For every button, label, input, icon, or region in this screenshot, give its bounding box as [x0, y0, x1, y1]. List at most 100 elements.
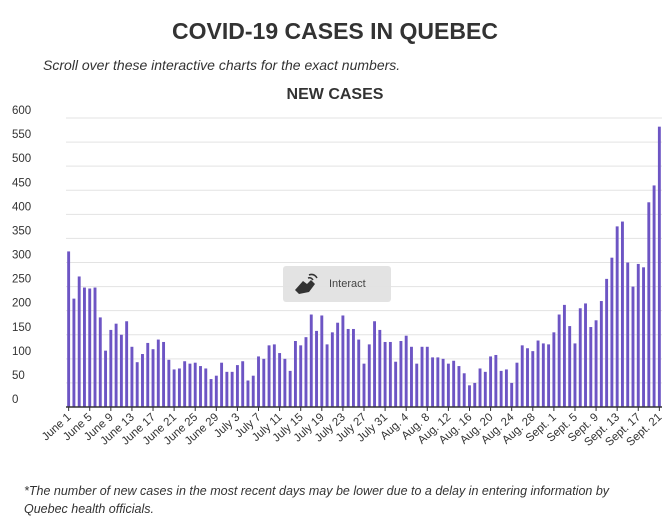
bar[interactable] — [162, 341, 166, 407]
bar[interactable] — [241, 361, 245, 407]
bar[interactable] — [378, 329, 382, 407]
bar[interactable] — [293, 341, 297, 407]
bar[interactable] — [320, 315, 324, 407]
bar[interactable] — [141, 354, 144, 407]
bar[interactable] — [626, 262, 630, 408]
bar[interactable] — [636, 263, 640, 407]
bar[interactable] — [531, 351, 535, 407]
bar[interactable] — [657, 126, 661, 408]
bar[interactable] — [188, 363, 192, 407]
bar[interactable] — [425, 346, 429, 407]
bar[interactable] — [510, 382, 514, 407]
bar[interactable] — [620, 221, 624, 407]
bar[interactable] — [446, 363, 450, 407]
bar[interactable] — [83, 287, 86, 407]
bar[interactable] — [246, 380, 250, 407]
bar[interactable] — [67, 251, 71, 407]
bar[interactable] — [415, 363, 419, 407]
bar[interactable] — [462, 373, 466, 407]
bar[interactable] — [257, 356, 260, 407]
bar[interactable] — [489, 356, 493, 407]
bar[interactable] — [436, 357, 440, 407]
bar[interactable] — [599, 301, 603, 407]
bar[interactable] — [431, 357, 435, 407]
bar[interactable] — [209, 379, 213, 407]
bar[interactable] — [204, 368, 208, 407]
bar[interactable] — [299, 345, 303, 407]
bar[interactable] — [420, 346, 424, 407]
bar[interactable] — [336, 322, 340, 407]
bar[interactable] — [631, 286, 635, 407]
bar[interactable] — [515, 362, 519, 407]
bar[interactable] — [251, 375, 255, 407]
bar[interactable] — [547, 344, 551, 407]
bar[interactable] — [367, 344, 371, 407]
bar[interactable] — [330, 332, 334, 407]
bar[interactable] — [109, 329, 113, 407]
bar[interactable] — [309, 314, 313, 407]
bar[interactable] — [225, 371, 229, 407]
bar[interactable] — [235, 365, 239, 407]
bars[interactable] — [67, 126, 661, 408]
bar[interactable] — [98, 317, 102, 407]
bar[interactable] — [183, 361, 187, 407]
bar[interactable] — [151, 349, 155, 407]
bar[interactable] — [589, 327, 593, 407]
bar[interactable] — [373, 321, 376, 407]
bar[interactable] — [104, 350, 108, 407]
bar[interactable] — [341, 315, 345, 407]
bar[interactable] — [88, 288, 92, 407]
bar[interactable] — [315, 330, 318, 407]
bar[interactable] — [72, 298, 76, 408]
bar[interactable] — [536, 340, 540, 407]
bar[interactable] — [457, 366, 461, 407]
bar[interactable] — [172, 369, 176, 407]
new-cases-chart[interactable]: 0 50 100 150 200 250 300 350 400 450 500 550 600 Jun… — [0, 105, 670, 475]
interact-button[interactable]: Interact — [283, 266, 391, 302]
bar[interactable] — [288, 370, 292, 408]
bar[interactable] — [568, 326, 572, 407]
bar[interactable] — [262, 358, 266, 407]
bar[interactable] — [362, 363, 366, 407]
bar[interactable] — [283, 358, 287, 407]
bar[interactable] — [473, 382, 477, 407]
bar[interactable] — [452, 360, 456, 407]
bar[interactable] — [220, 362, 224, 407]
bar[interactable] — [199, 366, 202, 407]
bar[interactable] — [404, 335, 408, 407]
bar[interactable] — [304, 337, 308, 407]
bar[interactable] — [494, 354, 498, 407]
bar[interactable] — [230, 371, 234, 407]
bar[interactable] — [504, 369, 508, 407]
bar[interactable] — [352, 328, 355, 407]
bar[interactable] — [272, 344, 276, 407]
bar[interactable] — [394, 361, 398, 407]
bar[interactable] — [410, 346, 413, 407]
bar[interactable] — [615, 226, 619, 408]
bar[interactable] — [357, 339, 361, 407]
bar[interactable] — [642, 267, 645, 407]
bar[interactable] — [278, 353, 282, 407]
bar[interactable] — [647, 202, 651, 407]
bar[interactable] — [119, 334, 123, 407]
bar[interactable] — [578, 308, 582, 407]
bar[interactable] — [346, 328, 350, 407]
bar[interactable] — [520, 345, 524, 407]
bar[interactable] — [125, 321, 129, 407]
bar[interactable] — [594, 320, 598, 407]
bar[interactable] — [383, 341, 387, 407]
bar[interactable] — [130, 346, 134, 407]
bar[interactable] — [167, 359, 171, 407]
bar[interactable] — [114, 323, 118, 407]
bar[interactable] — [177, 368, 181, 407]
bar[interactable] — [77, 276, 81, 407]
bar[interactable] — [541, 343, 545, 407]
bar[interactable] — [584, 303, 587, 407]
bar[interactable] — [146, 342, 150, 407]
bar[interactable] — [610, 257, 614, 407]
bar[interactable] — [468, 385, 471, 407]
bar[interactable] — [499, 370, 503, 408]
bar[interactable] — [135, 362, 139, 407]
bar[interactable] — [557, 314, 561, 407]
bar[interactable] — [193, 362, 197, 407]
